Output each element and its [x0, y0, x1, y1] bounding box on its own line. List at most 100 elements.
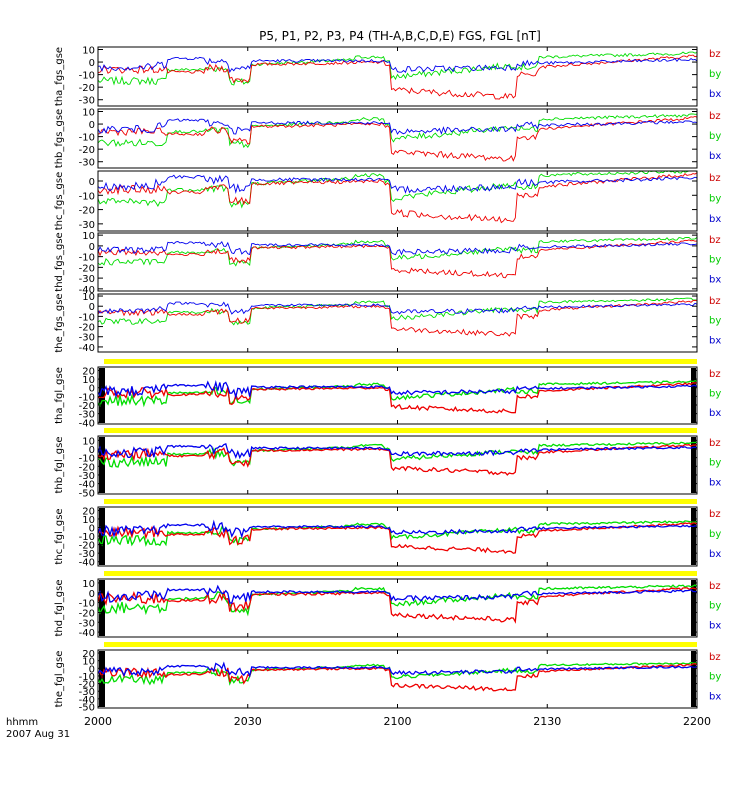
legend-bx: bx	[709, 408, 721, 419]
legend-bz: bz	[709, 581, 721, 592]
y-tick-label: -20	[79, 401, 95, 412]
y-tick-label: -30	[79, 96, 95, 107]
legend-by: by	[709, 69, 721, 80]
series-bz-line	[97, 239, 698, 279]
y-tick-label: -10	[79, 672, 95, 683]
y-tick-label: -10	[79, 133, 95, 144]
y-axis-label: thd_fgs_gse	[54, 232, 65, 291]
y-tick-label: -40	[79, 285, 95, 296]
legend-bz: bz	[709, 369, 721, 380]
y-tick-label: -40	[79, 628, 95, 639]
data-gap-right	[691, 368, 696, 423]
y-tick-label: -30	[79, 274, 95, 285]
y-tick-label: 0	[89, 58, 95, 69]
y-tick-label: -20	[79, 608, 95, 619]
y-tick-label: -50	[79, 702, 95, 713]
y-tick-label: 0	[89, 120, 95, 131]
legend-bx: bx	[709, 549, 721, 560]
x-tick-label: 2030	[234, 715, 262, 728]
legend-bx: bx	[709, 89, 721, 100]
y-tick-label: 10	[82, 375, 95, 386]
y-tick-label: 10	[82, 515, 95, 526]
y-tick-label: -30	[79, 471, 95, 482]
legend-bz: bz	[709, 296, 721, 307]
y-tick-label: -20	[79, 206, 95, 217]
legend-bz: bz	[709, 49, 721, 60]
series-bx-line	[97, 240, 698, 256]
legend-bx: bx	[709, 151, 721, 162]
y-tick-label: -30	[79, 618, 95, 629]
y-tick-label: 10	[82, 579, 95, 590]
y-axis-label: thc_fgs_gse	[54, 172, 65, 231]
y-tick-label: 0	[89, 302, 95, 313]
y-tick-label: 0	[89, 589, 95, 600]
legend-bz: bz	[709, 235, 721, 246]
legend-by: by	[709, 601, 721, 612]
series-bz-line	[97, 172, 698, 224]
series-bx-line	[97, 661, 698, 678]
x-tick-label: 2130	[533, 715, 561, 728]
series-bx-line	[97, 174, 698, 194]
series-bx-line	[97, 443, 698, 460]
data-gap-left	[99, 580, 105, 636]
y-tick-label: -10	[79, 71, 95, 82]
series-by-line	[97, 170, 698, 209]
x-axis: 2000 2030 2100 2130 2200	[84, 47, 711, 728]
legend-by: by	[709, 193, 721, 204]
y-axis-label: thb_fgs_gse	[54, 109, 65, 168]
date-label: 2007 Aug 31	[6, 729, 70, 740]
y-tick-label: 0	[89, 242, 95, 253]
data-gap-left	[99, 368, 105, 423]
series-by-line	[97, 380, 697, 408]
legend-bz: bz	[709, 509, 721, 520]
x-tick-label: 2100	[384, 715, 412, 728]
y-tick-label: -40	[79, 480, 95, 491]
y-axis-label: thc_fgl_gse	[54, 508, 65, 564]
legend-by: by	[709, 255, 721, 266]
quality-bar	[104, 642, 697, 647]
legend-bz: bz	[709, 438, 721, 449]
y-tick-label: 0	[89, 445, 95, 456]
series-by-line	[97, 441, 698, 468]
y-axis-label: the_fgs_gse	[54, 293, 65, 352]
quality-bar	[104, 428, 697, 433]
series-bx-line	[97, 301, 698, 315]
y-axis-label: tha_fgs_gse	[54, 47, 65, 106]
series-bx-line	[97, 519, 698, 539]
y-tick-label: 20	[82, 506, 95, 517]
legend-by: by	[709, 529, 721, 540]
y-tick-label: -20	[79, 541, 95, 552]
y-tick-label: -20	[79, 263, 95, 274]
series-by-line	[97, 236, 698, 267]
series-by-line	[97, 113, 697, 149]
x-unit-label: hhmm	[6, 717, 38, 728]
series-by-line	[97, 520, 698, 547]
data-gap-right	[691, 651, 696, 707]
legend-by: by	[709, 131, 721, 142]
panel-frame	[97, 578, 698, 638]
legend-bz: bz	[709, 652, 721, 663]
y-tick-label: 0	[89, 524, 95, 535]
y-tick-label: -30	[79, 687, 95, 698]
y-axis-label: thd_fgl_gse	[54, 580, 65, 637]
x-tick-label: 2000	[84, 715, 112, 728]
legend-by: by	[709, 316, 721, 327]
legend-by: by	[709, 672, 721, 683]
legend-bx: bx	[709, 477, 721, 488]
y-tick-label: -10	[79, 312, 95, 323]
y-tick-label: 10	[82, 436, 95, 447]
y-tick-label: -40	[79, 343, 95, 354]
legend-bx: bx	[709, 335, 721, 346]
series-bz-line	[97, 54, 698, 100]
legend-bx: bx	[709, 620, 721, 631]
y-tick-label: -30	[79, 158, 95, 169]
y-axis-label: thb_fgl_gse	[54, 437, 65, 494]
y-tick-label: -10	[79, 599, 95, 610]
y-tick-label: -20	[79, 462, 95, 473]
data-gap-right	[691, 437, 696, 493]
y-tick-label: -40	[79, 695, 95, 706]
y-tick-label: -10	[79, 191, 95, 202]
panel-frame	[97, 366, 698, 425]
